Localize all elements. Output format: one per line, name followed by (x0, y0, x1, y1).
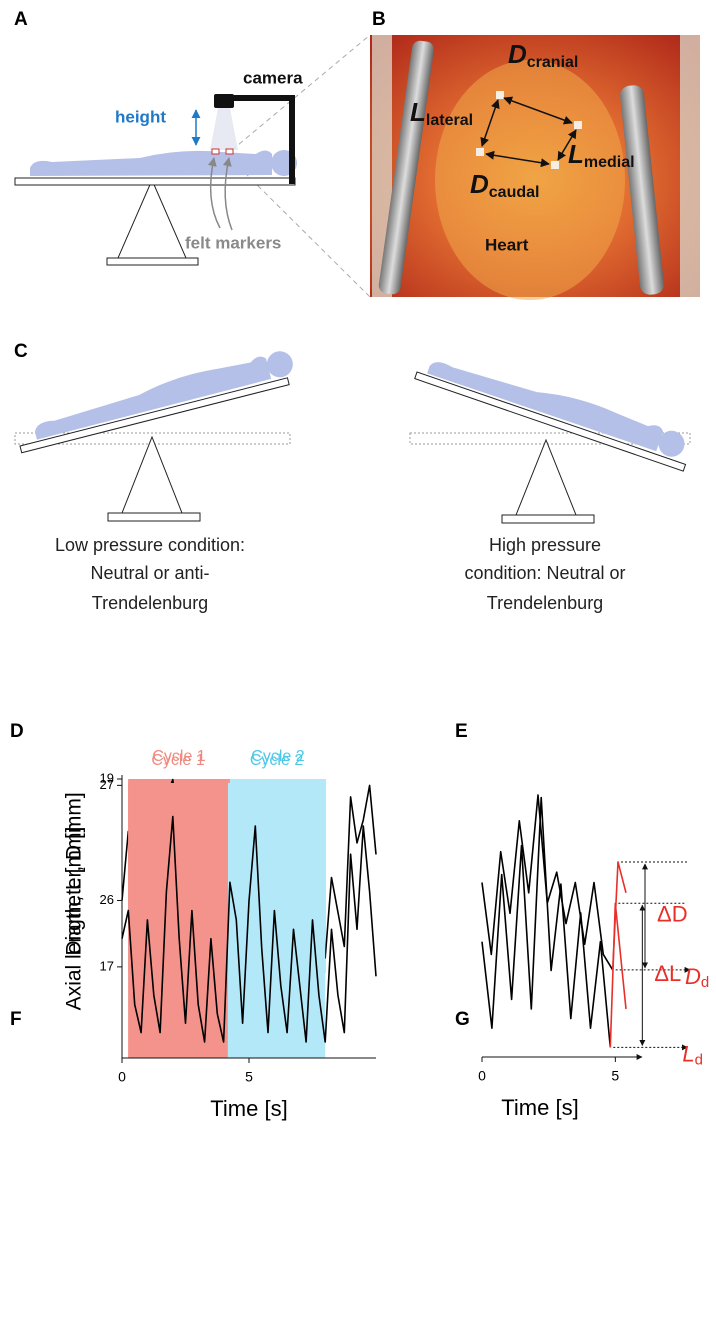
marker (551, 161, 559, 169)
arrow (557, 129, 577, 161)
caption: Neutral or anti- (90, 563, 209, 583)
person (427, 348, 689, 461)
arrow (485, 150, 550, 168)
marker (476, 148, 484, 156)
y-tick-label: 17 (100, 958, 114, 973)
marker (211, 148, 220, 155)
marker (496, 91, 504, 99)
label: Dcranial (508, 39, 578, 71)
y-axis-label: Axial length, L [mm] (63, 827, 86, 1011)
caption: Trendelenburg (92, 593, 208, 613)
table (19, 377, 290, 454)
stand (117, 178, 187, 259)
label-sub: cranial (527, 54, 579, 71)
caption: High pressure (489, 535, 601, 555)
arrow (480, 99, 500, 147)
person (30, 150, 297, 176)
panel-label: C (14, 341, 28, 362)
label: camera (243, 68, 303, 87)
x-axis-label: Time [s] (210, 1096, 287, 1121)
cycle-label: Cycle 1 (152, 748, 205, 765)
trace (481, 796, 612, 1048)
cycle-label: Cycle 2 (251, 748, 304, 765)
panel-label: A (14, 9, 28, 30)
panel-label: B (372, 9, 386, 30)
panel-label: D (10, 721, 24, 742)
base-label: Ld (682, 1041, 703, 1068)
x-tick-label: 0 (118, 1069, 126, 1085)
label: height (115, 107, 166, 126)
stand (121, 435, 183, 514)
panel-label: F (10, 1009, 22, 1030)
table (414, 371, 687, 472)
base-label: Dd (685, 964, 709, 991)
base-label-sub: d (695, 1051, 703, 1068)
label-sub: caudal (489, 184, 540, 201)
stand-foot (501, 514, 595, 524)
cycle-label: Cycle 1 (151, 752, 204, 769)
base-label-main: L (682, 1041, 694, 1066)
label-main: D (508, 39, 527, 69)
y-tick-label: 27 (100, 777, 114, 792)
camera-arm (232, 95, 295, 184)
label: Heart (485, 235, 529, 254)
stand-foot (106, 257, 199, 266)
marker (225, 148, 234, 155)
tilted-bed (19, 348, 296, 454)
marker (574, 121, 582, 129)
drape (680, 35, 700, 297)
camera (214, 94, 234, 108)
camera-view (210, 108, 238, 150)
caption: condition: Neutral or (464, 563, 625, 583)
x-axis-label: Time [s] (501, 1095, 578, 1120)
y-tick-label: 19 (100, 770, 114, 785)
retractor (620, 85, 664, 295)
tilted-bed (414, 348, 689, 472)
pointer (207, 157, 221, 229)
reference-level (409, 432, 691, 445)
panel-label: G (455, 1009, 470, 1030)
zoom-line (231, 159, 371, 298)
stand (515, 438, 577, 516)
panel-c: Low pressure condition: Neutral or anti-… (14, 348, 691, 613)
x-tick-label: 5 (245, 1069, 253, 1085)
trace (121, 815, 377, 1043)
heart-area (435, 60, 625, 300)
zoom-line (231, 34, 371, 151)
reference-level (14, 432, 291, 445)
caption: Low pressure condition: (55, 535, 245, 555)
panel-b: Dcranial Llateral Lmedial Dcaudal Heart (370, 35, 700, 300)
arrow (503, 96, 573, 125)
y-axis-label: Diameter, D [mm] (63, 792, 86, 955)
panel-a: camera height felt markers (14, 34, 371, 298)
caption: Trendelenburg (487, 593, 603, 613)
x-tick-label: 5 (611, 1068, 619, 1084)
delta-label: ΔD (657, 902, 688, 927)
cycle-label: Cycle 2 (250, 752, 303, 769)
base-label-sub: d (701, 974, 709, 991)
panel-label: E (455, 721, 468, 742)
table (14, 177, 296, 186)
x-tick-label: 0 (478, 1068, 486, 1084)
label: Llateral (410, 97, 473, 129)
delta-label: ΔL (654, 961, 681, 986)
cycle-region (227, 783, 326, 1058)
label: Dcaudal (470, 169, 539, 201)
label-main: L (568, 139, 584, 169)
person (30, 348, 296, 440)
stand-foot (107, 512, 201, 522)
label-sub: medial (584, 154, 635, 171)
label: Lmedial (568, 139, 635, 171)
retractor (378, 40, 434, 295)
trace (609, 902, 627, 1048)
label-main: L (410, 97, 426, 127)
y-tick-label: 26 (100, 892, 114, 907)
label: felt markers (185, 233, 281, 252)
label-main: D (470, 169, 489, 199)
base-label-main: D (685, 964, 701, 989)
label-sub: lateral (426, 112, 473, 129)
pointer (222, 157, 233, 231)
